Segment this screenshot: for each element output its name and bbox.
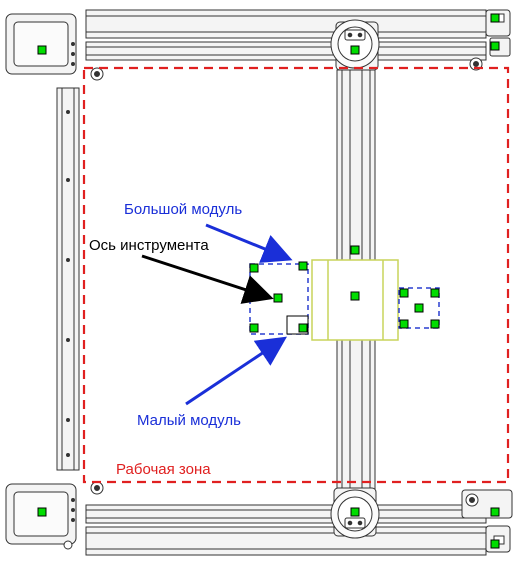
marker-icon (490, 507, 500, 517)
marker-icon (273, 293, 283, 303)
marker-icon (350, 291, 360, 301)
marker-icon (298, 323, 308, 333)
marker-icon (249, 323, 259, 333)
small-module-outline (398, 287, 440, 329)
marker-icon (490, 41, 500, 51)
marker-icon (37, 507, 47, 517)
work-zone-boundary (82, 66, 510, 484)
marker-icon (350, 507, 360, 517)
label-work-zone: Рабочая зона (116, 461, 211, 478)
markers (37, 13, 500, 549)
label-big-module: Большой модуль (124, 201, 242, 218)
arrow-small-module (185, 336, 287, 406)
marker-icon (399, 319, 409, 329)
marker-icon (490, 13, 500, 23)
marker-icon (430, 288, 440, 298)
arrow-tool-axis (141, 254, 274, 304)
marker-icon (430, 319, 440, 329)
motor-block-top-left (5, 13, 104, 81)
marker-icon (298, 261, 308, 271)
marker-icon (350, 245, 360, 255)
bottom-rail (85, 504, 487, 556)
top-carriage (330, 19, 380, 71)
label-small-module: Малый модуль (137, 412, 241, 429)
left-rail (56, 87, 80, 471)
arrow-big-module (205, 223, 293, 263)
marker-icon (249, 263, 259, 273)
marker-icon (37, 45, 47, 55)
marker-icon (350, 45, 360, 55)
label-tool-axis: Ось инструмента (89, 237, 209, 254)
top-rail (85, 9, 487, 61)
marker-icon (414, 303, 424, 313)
marker-icon (399, 288, 409, 298)
marker-icon (490, 539, 500, 549)
